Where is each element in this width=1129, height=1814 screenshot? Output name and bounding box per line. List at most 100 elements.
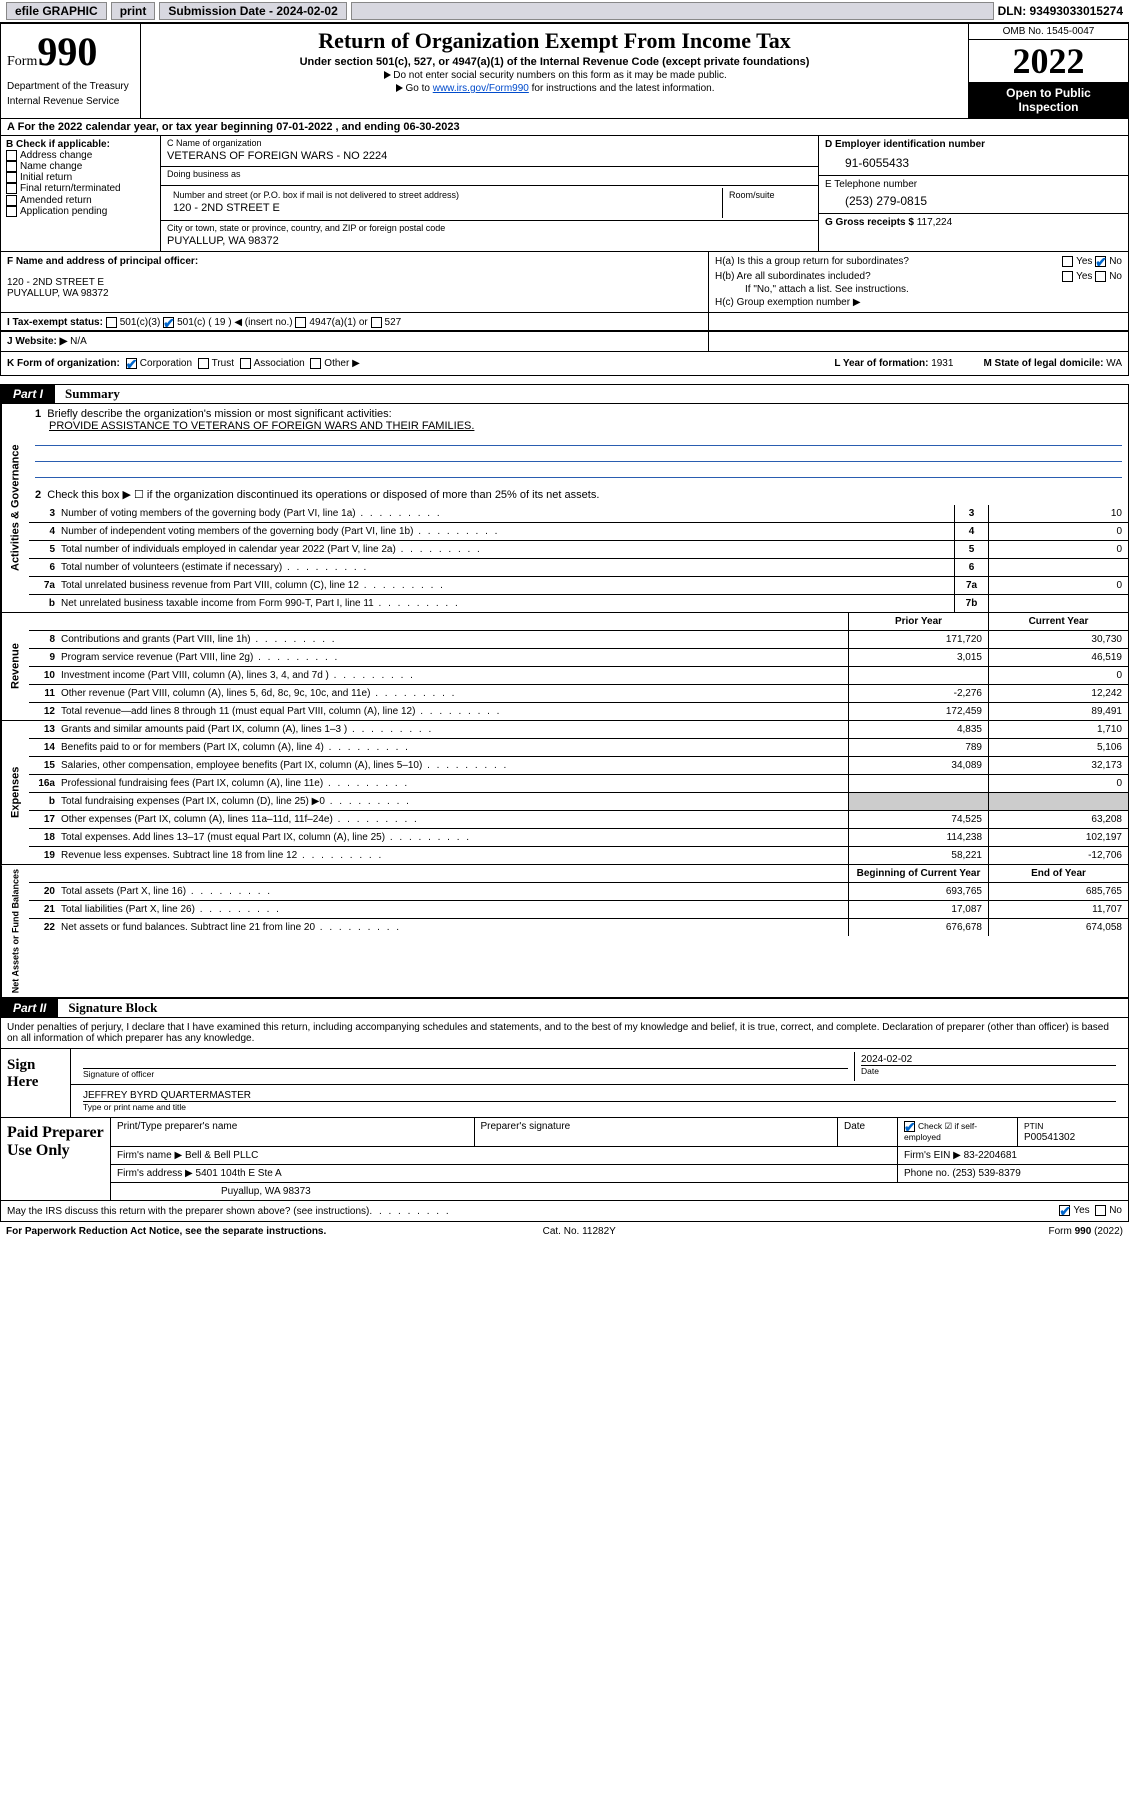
firm-addr2: Puyallup, WA 98373 [111, 1183, 1128, 1200]
checkbox-addr-change[interactable] [6, 150, 17, 161]
summary-row: b Net unrelated business taxable income … [29, 595, 1128, 612]
box-c: C Name of organization VETERANS OF FOREI… [161, 136, 818, 251]
row-prior: 789 [848, 739, 988, 756]
dots [369, 1206, 450, 1217]
row-text: Revenue less expenses. Subtract line 18 … [59, 847, 848, 864]
col-end: End of Year [988, 865, 1128, 882]
box-j-label: J Website: ▶ [7, 336, 67, 347]
checkbox-self-employed[interactable] [904, 1121, 915, 1132]
checkbox-final[interactable] [6, 183, 17, 194]
row-prior: 172,459 [848, 703, 988, 720]
summary-row: 16a Professional fundraising fees (Part … [29, 775, 1128, 793]
row-value: 0 [988, 523, 1128, 540]
officer-addr2: PUYALLUP, WA 98372 [7, 288, 702, 299]
open-public-1: Open to Public [1006, 86, 1091, 100]
j-row: J Website: ▶ N/A [0, 332, 1129, 352]
sign-here-label: Sign Here [1, 1049, 71, 1117]
form-footer: Form 990 (2022) [1049, 1226, 1123, 1237]
row-current: -12,706 [988, 847, 1128, 864]
summary-row: 21 Total liabilities (Part X, line 26) 1… [29, 901, 1128, 919]
checkbox-discuss-yes[interactable] [1059, 1205, 1070, 1216]
checkbox-trust[interactable] [198, 358, 209, 369]
irs-link[interactable]: www.irs.gov/Form990 [433, 83, 529, 94]
row-text: Total unrelated business revenue from Pa… [59, 577, 954, 594]
row-value: 0 [988, 541, 1128, 558]
checkbox-hb-no[interactable] [1095, 271, 1106, 282]
summary-row: 7a Total unrelated business revenue from… [29, 577, 1128, 595]
checkbox-assoc[interactable] [240, 358, 251, 369]
row-prior: 676,678 [848, 919, 988, 936]
open-public-2: Inspection [1018, 100, 1078, 114]
row-num: 16a [29, 775, 59, 792]
box-m-label: M State of legal domicile: [983, 358, 1103, 369]
row-box: 7a [954, 577, 988, 594]
row-current: 674,058 [988, 919, 1128, 936]
row-prior [848, 667, 988, 684]
row-box: 4 [954, 523, 988, 540]
row-current: 11,707 [988, 901, 1128, 918]
row-num: 7a [29, 577, 59, 594]
summary-row: 11 Other revenue (Part VIII, column (A),… [29, 685, 1128, 703]
paid-preparer-label: Paid Preparer Use Only [1, 1118, 111, 1200]
summary-row: 17 Other expenses (Part IX, column (A), … [29, 811, 1128, 829]
box-l-label: L Year of formation: [834, 358, 928, 369]
summary-row: 15 Salaries, other compensation, employe… [29, 757, 1128, 775]
mission-line [35, 432, 1122, 446]
i-j-block: I Tax-exempt status: 501(c)(3) 501(c) ( … [0, 313, 1129, 332]
row-current: 1,710 [988, 721, 1128, 738]
checkbox-hb-yes[interactable] [1062, 271, 1073, 282]
row-box: 3 [954, 505, 988, 522]
row-num: 20 [29, 883, 59, 900]
summary-row: 6 Total number of volunteers (estimate i… [29, 559, 1128, 577]
irs-label: Internal Revenue Service [7, 90, 134, 107]
topbar: efile GRAPHIC print Submission Date - 20… [0, 0, 1129, 23]
checkbox-discuss-no[interactable] [1095, 1205, 1106, 1216]
checkbox-4947[interactable] [295, 317, 306, 328]
row-num: 3 [29, 505, 59, 522]
signature-block: Under penalties of perjury, I declare th… [0, 1018, 1129, 1221]
checkbox-corp[interactable] [126, 358, 137, 369]
checkbox-amended[interactable] [6, 195, 17, 206]
print-button[interactable]: print [111, 2, 156, 20]
checkbox-initial[interactable] [6, 172, 17, 183]
room-label: Room/suite [729, 190, 806, 200]
row-num: 12 [29, 703, 59, 720]
side-exp: Expenses [1, 721, 29, 864]
page-footer: For Paperwork Reduction Act Notice, see … [0, 1222, 1129, 1241]
summary-row: 19 Revenue less expenses. Subtract line … [29, 847, 1128, 864]
sig-date-label: Date [861, 1065, 1116, 1076]
checkbox-501c[interactable] [163, 317, 174, 328]
submission-date-label: Submission Date - 2024-02-02 [159, 2, 346, 20]
row-current: 63,208 [988, 811, 1128, 828]
checkbox-ha-no[interactable] [1095, 256, 1106, 267]
row-text: Total number of volunteers (estimate if … [59, 559, 954, 576]
checkbox-ha-yes[interactable] [1062, 256, 1073, 267]
summary-row: 14 Benefits paid to or for members (Part… [29, 739, 1128, 757]
row-num: 5 [29, 541, 59, 558]
pra-notice: For Paperwork Reduction Act Notice, see … [6, 1226, 326, 1237]
omb-number: OMB No. 1545-0047 [969, 24, 1128, 40]
checkbox-501c3[interactable] [106, 317, 117, 328]
summary-row: 9 Program service revenue (Part VIII, li… [29, 649, 1128, 667]
row-prior: 693,765 [848, 883, 988, 900]
form-number: 990 [37, 29, 97, 74]
subtitle-section: Under section 501(c), 527, or 4947(a)(1)… [145, 56, 964, 68]
gross-receipts-label: G Gross receipts $ [825, 217, 914, 228]
hb-note: If "No," attach a list. See instructions… [715, 284, 1122, 295]
efile-graphic-button[interactable]: efile GRAPHIC [6, 2, 107, 20]
arrow-icon [396, 84, 403, 92]
checkbox-other[interactable] [310, 358, 321, 369]
checkbox-name-change[interactable] [6, 161, 17, 172]
q2-text: Check this box ▶ ☐ if the organization d… [47, 489, 599, 501]
checkbox-527[interactable] [371, 317, 382, 328]
row-prior: 58,221 [848, 847, 988, 864]
part1-tab: Part I [1, 385, 55, 403]
side-rev: Revenue [1, 613, 29, 720]
part2-header: Part II Signature Block [0, 998, 1129, 1018]
row-text: Total expenses. Add lines 13–17 (must eq… [59, 829, 848, 846]
part1-rev: Revenue Prior Year Current Year 8 Contri… [0, 613, 1129, 721]
row-num: 4 [29, 523, 59, 540]
checkbox-app-pending[interactable] [6, 206, 17, 217]
row-current: 5,106 [988, 739, 1128, 756]
cat-no: Cat. No. 11282Y [543, 1226, 616, 1237]
